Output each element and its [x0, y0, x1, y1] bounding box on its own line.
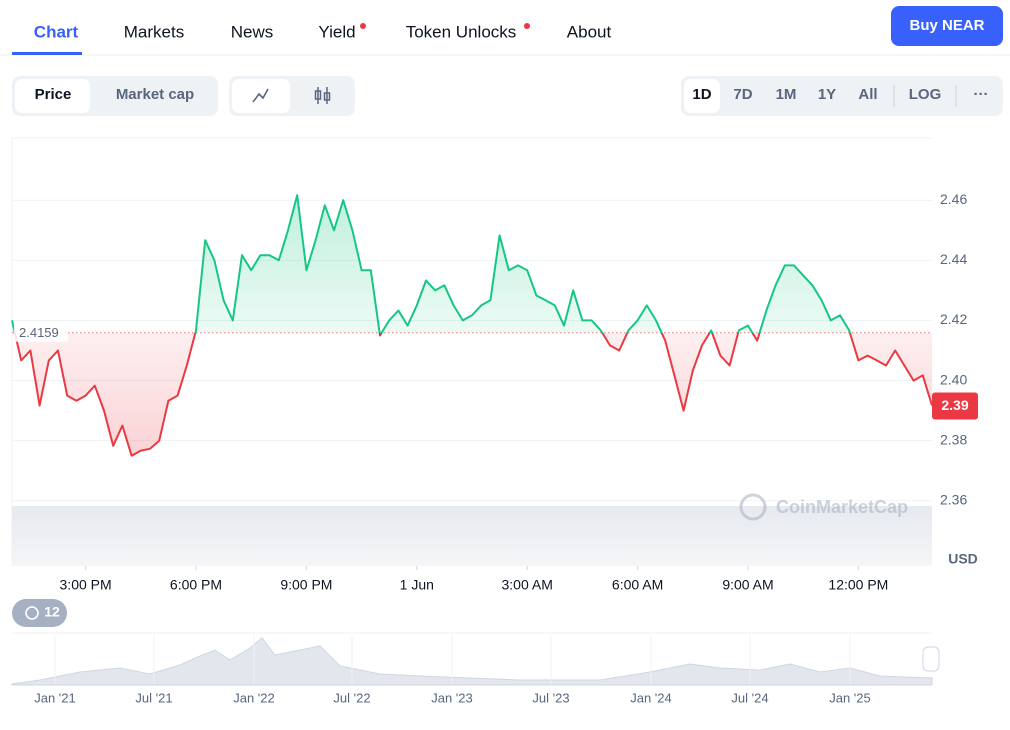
nav-tab[interactable]: Yield — [318, 22, 355, 41]
navigator-label: Jul '21 — [135, 690, 172, 705]
x-tick-label: 9:00 AM — [722, 577, 773, 593]
range-option[interactable]: 1Y — [818, 86, 836, 103]
navigator-label: Jan '24 — [630, 690, 672, 705]
navigator-label: Jan '23 — [431, 690, 473, 705]
baseline-label-bg — [14, 323, 68, 342]
baseline-label: 2.4159 — [19, 325, 59, 340]
buy-button-label: Buy NEAR — [909, 17, 984, 34]
buy-button[interactable] — [891, 6, 1003, 46]
watermark: CoinMarketCap — [739, 493, 908, 521]
watermark-text: CoinMarketCap — [776, 497, 908, 517]
line-icon — [252, 88, 269, 103]
range-toggle — [681, 76, 1003, 116]
history-badge[interactable] — [12, 599, 67, 627]
active-underline — [12, 52, 82, 55]
range-option[interactable]: All — [858, 86, 877, 103]
last-price-label: 2.39 — [941, 397, 968, 413]
range-option[interactable]: 1D — [692, 86, 711, 103]
x-tick-label: 1 Jun — [400, 577, 434, 593]
nav-tab[interactable]: About — [567, 22, 612, 41]
navigator-area — [11, 637, 933, 686]
x-tick-label: 6:00 PM — [170, 577, 222, 593]
history-icon — [25, 606, 39, 620]
badge-dot — [524, 23, 530, 29]
x-tick-label: 9:00 PM — [280, 577, 332, 593]
navigator-handle[interactable] — [922, 646, 940, 672]
navigator-label: Jul '22 — [333, 690, 370, 705]
view-option[interactable]: Price — [35, 86, 72, 103]
y-tick-label: 2.46 — [940, 191, 967, 207]
volume-area — [12, 506, 932, 566]
price-area — [12, 195, 932, 456]
nav-tab[interactable]: News — [231, 22, 274, 41]
last-price-tag — [932, 392, 978, 420]
active-pill — [684, 79, 720, 113]
log-toggle[interactable]: LOG — [909, 86, 942, 103]
navigator-label: Jan '25 — [829, 690, 871, 705]
navigator-label: Jul '24 — [731, 690, 768, 705]
currency-label: USD — [948, 551, 978, 567]
nav-tab[interactable]: Token Unlocks — [406, 22, 517, 41]
x-tick-label: 12:00 PM — [828, 577, 888, 593]
range-option[interactable]: 7D — [733, 86, 752, 103]
y-tick-label: 2.42 — [940, 311, 967, 327]
badge-dot — [360, 23, 366, 29]
y-tick-label: 2.38 — [940, 431, 967, 447]
x-tick-label: 3:00 PM — [60, 577, 112, 593]
nav-tab[interactable]: Markets — [124, 22, 184, 41]
history-count: 12 — [44, 604, 60, 620]
candle-icon[interactable] — [314, 87, 331, 104]
navigator-label: Jan '21 — [34, 690, 76, 705]
navigator-label: Jul '23 — [532, 690, 569, 705]
navigator-label: Jan '22 — [233, 690, 275, 705]
y-tick-label: 2.40 — [940, 371, 967, 387]
y-tick-label: 2.44 — [940, 251, 967, 267]
price-line — [11, 194, 933, 457]
view-option[interactable]: Market cap — [116, 86, 194, 103]
y-tick-label: 2.36 — [940, 491, 967, 507]
nav-tab[interactable]: Chart — [34, 22, 79, 41]
more-button[interactable]: ··· — [974, 86, 989, 103]
range-option[interactable]: 1M — [776, 86, 797, 103]
x-tick-label: 3:00 AM — [502, 577, 553, 593]
x-tick-label: 6:00 AM — [612, 577, 663, 593]
active-pill — [15, 79, 90, 113]
